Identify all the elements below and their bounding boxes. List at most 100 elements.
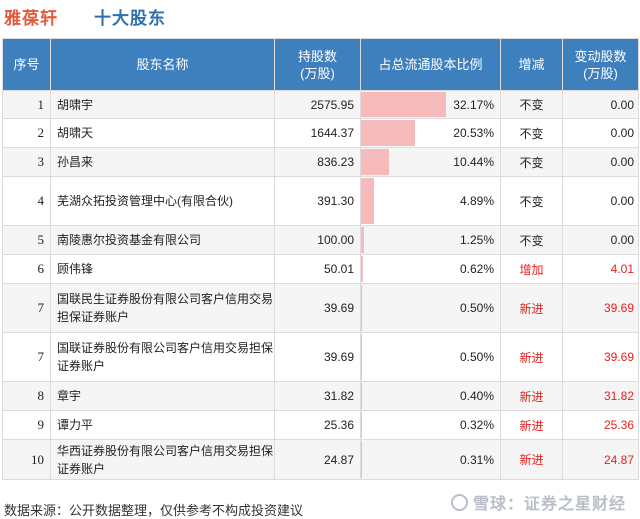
shareholder-name: 南陵惠尔投资基金有限公司 xyxy=(50,225,275,255)
ratio-value: 32.17% xyxy=(453,97,494,112)
rank-cell: 7 xyxy=(2,283,51,333)
shareholder-name: 胡啸宇 xyxy=(50,90,275,119)
shares-cell: 836.23 xyxy=(274,147,361,177)
ratio-value: 0.32% xyxy=(459,418,494,432)
ratio-value: 0.31% xyxy=(459,452,494,467)
shares-cell: 39.69 xyxy=(274,283,361,333)
ratio-bar xyxy=(361,441,362,478)
change-status: 不变 xyxy=(500,147,563,177)
ratio-bar xyxy=(361,92,446,117)
change-status: 新进 xyxy=(500,439,563,480)
column-header-shares: 持股数 (万股) xyxy=(274,38,361,91)
change-status: 新进 xyxy=(500,381,563,411)
ratio-bar xyxy=(361,334,363,380)
ratio-value: 1.25% xyxy=(459,233,494,247)
ratio-cell: 0.31% xyxy=(360,439,501,480)
snowball-logo-icon xyxy=(450,493,468,511)
column-header-delta: 变动股数 (万股) xyxy=(562,38,639,91)
ratio-bar xyxy=(361,256,363,282)
rank-cell: 9 xyxy=(2,410,51,440)
shareholder-name: 华西证券股份有限公司客户信用交易担保证券账户 xyxy=(50,439,275,480)
brand-text: 雪球：证券之星财经 xyxy=(472,496,626,513)
ratio-value: 0.50% xyxy=(459,350,494,364)
shares-cell: 25.36 xyxy=(274,410,361,440)
delta-cell: 0.00 xyxy=(562,225,639,255)
table-row: 5 南陵惠尔投资基金有限公司 100.00 1.25% 不变 0.00 xyxy=(2,225,639,255)
shareholder-name: 芜湖众拓投资管理中心(有限合伙) xyxy=(50,176,275,226)
shareholders-table: 序号 股东名称 持股数 (万股) 占总流通股本比例 增减 变动股数 (万股) 1 胡啸… xyxy=(2,38,639,480)
delta-cell: 25.36 xyxy=(562,410,639,440)
shareholder-name: 顾伟锋 xyxy=(50,254,275,284)
change-status: 新进 xyxy=(500,332,563,382)
rank-cell: 6 xyxy=(2,254,51,284)
change-status: 新进 xyxy=(500,283,563,333)
table-row: 3 孙昌来 836.23 10.44% 不变 0.00 xyxy=(2,147,639,177)
column-header-rank: 序号 xyxy=(2,38,51,91)
ratio-value: 0.62% xyxy=(459,262,494,276)
ratio-cell: 20.53% xyxy=(360,118,501,148)
delta-cell: 31.82 xyxy=(562,381,639,411)
ratio-bar xyxy=(361,227,365,253)
rank-cell: 7 xyxy=(2,332,51,382)
ratio-value: 0.50% xyxy=(459,301,494,315)
column-header-ratio: 占总流通股本比例 xyxy=(360,38,501,91)
table-header-row: 序号 股东名称 持股数 (万股) 占总流通股本比例 增减 变动股数 (万股) xyxy=(2,38,639,91)
shares-cell: 31.82 xyxy=(274,381,361,411)
shares-cell: 24.87 xyxy=(274,439,361,480)
ratio-value: 10.44% xyxy=(453,155,494,169)
ratio-value: 4.89% xyxy=(459,194,494,208)
column-header-name: 股东名称 xyxy=(50,38,275,91)
data-source-note: 数据来源：公开数据整理，仅供参考不构成投资建议 xyxy=(4,503,304,518)
ratio-bar xyxy=(361,285,363,331)
change-status: 不变 xyxy=(500,176,563,226)
shareholder-name: 谭力平 xyxy=(50,410,275,440)
shares-cell: 100.00 xyxy=(274,225,361,255)
change-status: 不变 xyxy=(500,118,563,148)
delta-cell: 0.00 xyxy=(562,176,639,226)
change-status: 不变 xyxy=(500,225,563,255)
delta-cell: 24.87 xyxy=(562,439,639,480)
shareholder-name: 国联证券股份有限公司客户信用交易担保证券账户 xyxy=(50,332,275,382)
rank-cell: 5 xyxy=(2,225,51,255)
ratio-bar xyxy=(361,178,374,224)
rank-cell: 1 xyxy=(2,90,51,119)
change-status: 不变 xyxy=(500,90,563,119)
table-row: 7 国联民生证券股份有限公司客户信用交易担保证券账户 39.69 0.50% 新进 39.… xyxy=(2,283,639,333)
shares-cell: 2575.95 xyxy=(274,90,361,119)
column-header-change: 增减 xyxy=(500,38,563,91)
ratio-bar xyxy=(361,383,363,409)
rank-cell: 2 xyxy=(2,118,51,148)
delta-cell: 0.00 xyxy=(562,147,639,177)
ratio-bar xyxy=(361,412,362,438)
ratio-cell: 32.17% xyxy=(360,90,501,119)
table-row: 7 国联证券股份有限公司客户信用交易担保证券账户 39.69 0.50% 新进 39.69 xyxy=(2,332,639,382)
company-name: 雅葆轩 xyxy=(4,9,58,28)
delta-cell: 39.69 xyxy=(562,332,639,382)
page-title: 十大股东 xyxy=(94,9,166,28)
ratio-bar xyxy=(361,120,416,146)
rank-cell: 10 xyxy=(2,439,51,480)
shareholder-name: 孙昌来 xyxy=(50,147,275,177)
shares-cell: 39.69 xyxy=(274,332,361,382)
table-row: 1 胡啸宇 2575.95 32.17% 不变 0.00 xyxy=(2,90,639,119)
ratio-cell: 0.32% xyxy=(360,410,501,440)
table-row: 2 胡啸天 1644.37 20.53% 不变 0.00 xyxy=(2,118,639,148)
delta-cell: 0.00 xyxy=(562,118,639,148)
ratio-cell: 0.50% xyxy=(360,332,501,382)
ratio-value: 20.53% xyxy=(453,126,494,140)
brand-watermark: 雪球：证券之星财经 xyxy=(450,490,626,514)
shareholder-name: 胡啸天 xyxy=(50,118,275,148)
change-status: 新进 xyxy=(500,410,563,440)
table-row: 4 芜湖众拓投资管理中心(有限合伙) 391.30 4.89% 不变 0.00 xyxy=(2,176,639,226)
ratio-bar xyxy=(361,149,389,175)
rank-cell: 3 xyxy=(2,147,51,177)
change-status: 增加 xyxy=(500,254,563,284)
table-row: 9 谭力平 25.36 0.32% 新进 25.36 xyxy=(2,410,639,440)
rank-cell: 8 xyxy=(2,381,51,411)
ratio-cell: 0.50% xyxy=(360,283,501,333)
delta-cell: 4.01 xyxy=(562,254,639,284)
delta-cell: 39.69 xyxy=(562,283,639,333)
ratio-cell: 4.89% xyxy=(360,176,501,226)
shares-cell: 1644.37 xyxy=(274,118,361,148)
delta-cell: 0.00 xyxy=(562,90,639,119)
